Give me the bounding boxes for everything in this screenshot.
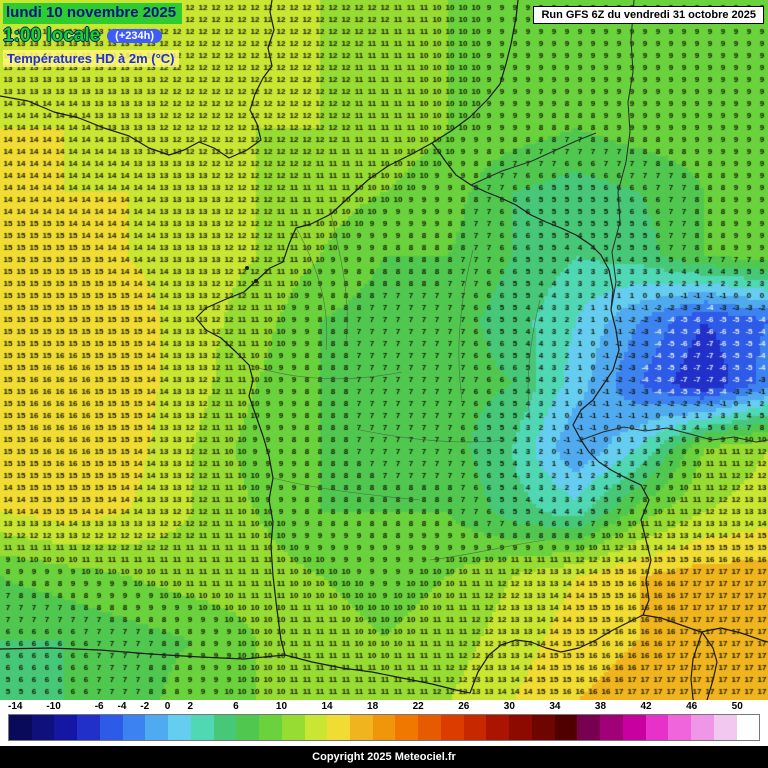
scale-tick-label: 38: [594, 701, 607, 712]
copyright-bar: Copyright 2025 Meteociel.fr: [0, 746, 768, 768]
scale-segment: [304, 715, 328, 740]
scale-tick-label: 2: [187, 701, 194, 712]
scale-segment: [418, 715, 441, 740]
scale-segment: [99, 715, 123, 740]
scale-segment: [440, 715, 464, 740]
temperature-field-canvas: [0, 0, 768, 700]
scale-segment: [554, 715, 578, 740]
scale-segment: [736, 715, 760, 740]
scale-segment: [463, 715, 487, 740]
date-label: lundi 10 novembre 2025: [3, 3, 183, 24]
scale-tick-label: -6: [94, 701, 104, 712]
forecast-offset-badge: (+234h): [107, 28, 162, 43]
scale-segment: [31, 715, 55, 740]
copyright-text: Copyright 2025 Meteociel.fr: [312, 751, 456, 763]
scale-segment: [577, 715, 601, 740]
scale-segment: [281, 715, 305, 740]
scale-tick-label: 22: [412, 701, 424, 712]
scale-segment: [668, 715, 692, 740]
scale-segment: [486, 715, 510, 740]
scale-segment: [168, 715, 191, 740]
scale-tick-label: 50: [731, 701, 743, 712]
scale-segment: [190, 715, 214, 740]
scale-tick-label: 10: [275, 701, 288, 712]
run-info-box: Run GFS 6Z du vendredi 31 octobre 2025: [533, 6, 764, 24]
valid-time-label: 1:00 locale: [3, 24, 101, 46]
scale-segment: [9, 715, 32, 740]
scale-tick-label: 0: [164, 701, 171, 712]
scale-bar: [8, 714, 760, 741]
scale-tick-label: 34: [549, 701, 561, 712]
scale-segment: [509, 715, 532, 740]
scale-tick-label: -2: [140, 701, 150, 712]
scale-segment: [145, 715, 169, 740]
scale-segment: [395, 715, 419, 740]
scale-segment: [259, 715, 282, 740]
scale-tick-label: 6: [233, 701, 239, 712]
scale-segment: [350, 715, 373, 740]
scale-segment: [77, 715, 100, 740]
scale-segment: [236, 715, 260, 740]
scale-tick-label: 18: [367, 701, 379, 712]
scale-segment: [531, 715, 555, 740]
scale-tick-label: -4: [117, 701, 127, 712]
scale-segment: [213, 715, 237, 740]
scale-segment: [645, 715, 669, 740]
scale-segment: [713, 715, 737, 740]
scale-tick-label: 42: [640, 701, 652, 712]
scale-segment: [54, 715, 78, 740]
scale-segment: [600, 715, 623, 740]
scale-segment: [372, 715, 396, 740]
scale-labels: -14 -10 -6 -4 -2 0 2 6 10 14 18 22 26 30 34 38 42 46 50: [8, 701, 760, 714]
scale-tick-label: 26: [458, 701, 470, 712]
parameter-label: Températures HD à 2m (°C): [3, 49, 179, 67]
temperature-scale: -14 -10 -6 -4 -2 0 2 6 10 14 18 22 26 30 34 38 42 46 50: [8, 701, 760, 741]
scale-segment: [327, 715, 351, 740]
scale-segment: [691, 715, 714, 740]
scale-tick-label: 46: [686, 701, 698, 712]
scale-tick-label: 30: [503, 701, 515, 712]
scale-tick-label: -10: [46, 701, 61, 712]
scale-segment: [622, 715, 646, 740]
map-header: lundi 10 novembre 2025 1:00 locale (+234…: [3, 3, 183, 68]
scale-tick-label: -14: [8, 701, 23, 712]
scale-segment: [122, 715, 146, 740]
scale-tick-label: 14: [321, 701, 333, 712]
